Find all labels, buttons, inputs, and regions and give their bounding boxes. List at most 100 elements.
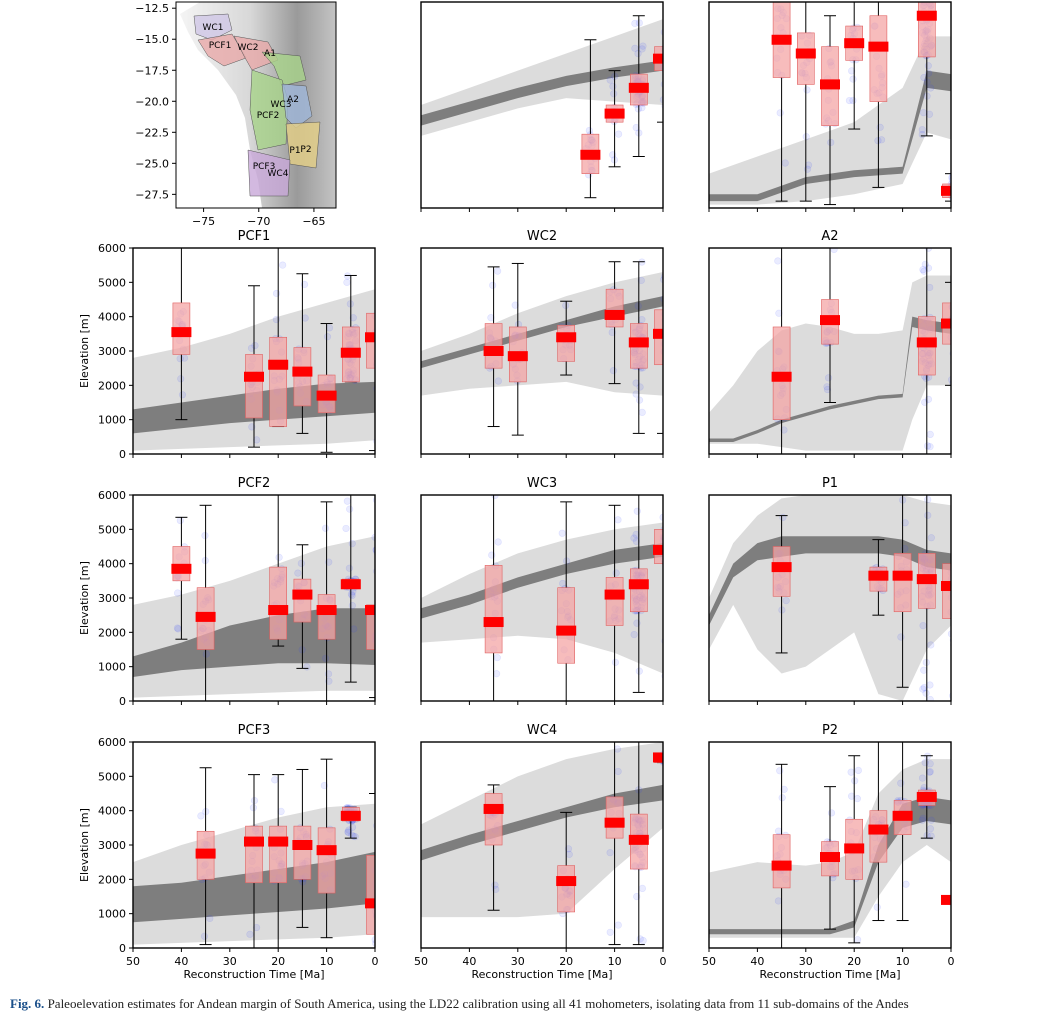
data-point — [950, 899, 951, 901]
data-point — [954, 193, 961, 200]
data-point — [343, 497, 351, 505]
data-point — [666, 751, 673, 758]
data-point — [664, 756, 671, 763]
data-point — [664, 45, 671, 52]
data-point — [669, 755, 676, 762]
panel-plot-area — [709, 742, 960, 948]
data-point — [347, 590, 356, 598]
map-lat-tick-label: −22.5 — [135, 126, 169, 139]
data-point — [782, 597, 790, 605]
data-point — [666, 335, 673, 342]
data-point — [918, 130, 926, 139]
data-point — [780, 426, 788, 434]
data-point — [664, 349, 671, 356]
data-point — [663, 531, 670, 538]
data-point — [957, 196, 964, 203]
y-tick-label: 5000 — [98, 276, 126, 289]
box-median — [628, 834, 649, 845]
box-iqr — [269, 566, 288, 640]
data-point — [377, 323, 384, 330]
data-point — [668, 542, 675, 549]
data-point — [667, 252, 674, 259]
x-axis-label: Reconstruction Time [Ma] — [183, 968, 324, 981]
data-point — [374, 859, 375, 863]
data-point — [380, 875, 387, 882]
data-point — [197, 812, 205, 820]
map-subdomain — [197, 33, 247, 67]
box-iqr — [269, 825, 288, 884]
data-point — [609, 82, 617, 90]
data-point — [665, 540, 672, 547]
data-point — [781, 159, 789, 167]
box-median — [292, 366, 313, 377]
data-point — [957, 378, 964, 385]
data-point — [662, 51, 663, 55]
data-point — [955, 301, 962, 308]
data-point — [665, 559, 672, 566]
box-median — [771, 562, 792, 573]
box-median — [820, 852, 840, 863]
data-point — [489, 281, 497, 289]
x-tick-label: 10 — [608, 955, 622, 968]
data-point — [957, 186, 964, 193]
data-point — [669, 753, 676, 760]
data-point — [877, 136, 886, 144]
data-point — [955, 193, 962, 200]
data-point — [953, 338, 960, 345]
data-point — [666, 534, 673, 541]
data-point — [669, 61, 676, 68]
box-median — [483, 346, 504, 356]
data-point — [849, 75, 857, 83]
x-tick-label: 50 — [126, 955, 140, 968]
data-point — [380, 926, 387, 933]
data-point — [666, 552, 673, 559]
map-region-label: PCF3 — [253, 162, 276, 172]
data-point — [956, 195, 963, 202]
data-point — [919, 109, 928, 117]
data-point — [664, 324, 671, 331]
data-point — [665, 317, 672, 324]
panel-title: WC2 — [527, 229, 557, 244]
box-median — [507, 351, 528, 362]
data-point — [664, 549, 671, 556]
data-point — [662, 527, 663, 532]
data-point — [176, 516, 184, 525]
map-lon-tick-label: −70 — [247, 215, 270, 228]
data-point — [633, 507, 641, 515]
data-point — [955, 183, 962, 190]
box-iqr — [366, 604, 375, 650]
box-iqr — [484, 793, 503, 846]
y-axis-label: Elevation [m] — [78, 808, 91, 882]
data-point — [918, 126, 926, 134]
inner-envelope-band — [709, 796, 951, 935]
data-point — [665, 303, 672, 310]
data-point — [953, 600, 960, 607]
box-median — [916, 791, 937, 802]
data-point — [778, 794, 786, 802]
chart-panel — [420, 1, 676, 212]
map-lat-tick-label: −12.5 — [135, 2, 169, 15]
box-median — [268, 605, 289, 616]
panel-plot-area — [709, 248, 964, 454]
map-region-label: WC2 — [238, 43, 259, 53]
data-point — [662, 410, 663, 413]
data-point — [376, 645, 383, 652]
outer-envelope-band — [709, 759, 951, 938]
data-point — [927, 84, 935, 92]
data-point — [665, 758, 672, 765]
figure-caption: Fig. 6. Paleoelevation estimates for And… — [10, 996, 1055, 1015]
data-point — [667, 405, 674, 412]
data-point — [379, 357, 386, 364]
y-tick-label: 3000 — [98, 592, 126, 605]
data-point — [632, 537, 641, 545]
data-point — [956, 187, 963, 194]
data-point — [955, 183, 962, 190]
data-point — [379, 912, 386, 919]
data-point — [371, 936, 375, 944]
data-point — [614, 921, 622, 929]
data-point — [378, 852, 385, 859]
data-point — [824, 374, 833, 382]
data-point — [953, 899, 960, 906]
data-point — [957, 344, 964, 351]
data-point — [951, 185, 958, 192]
